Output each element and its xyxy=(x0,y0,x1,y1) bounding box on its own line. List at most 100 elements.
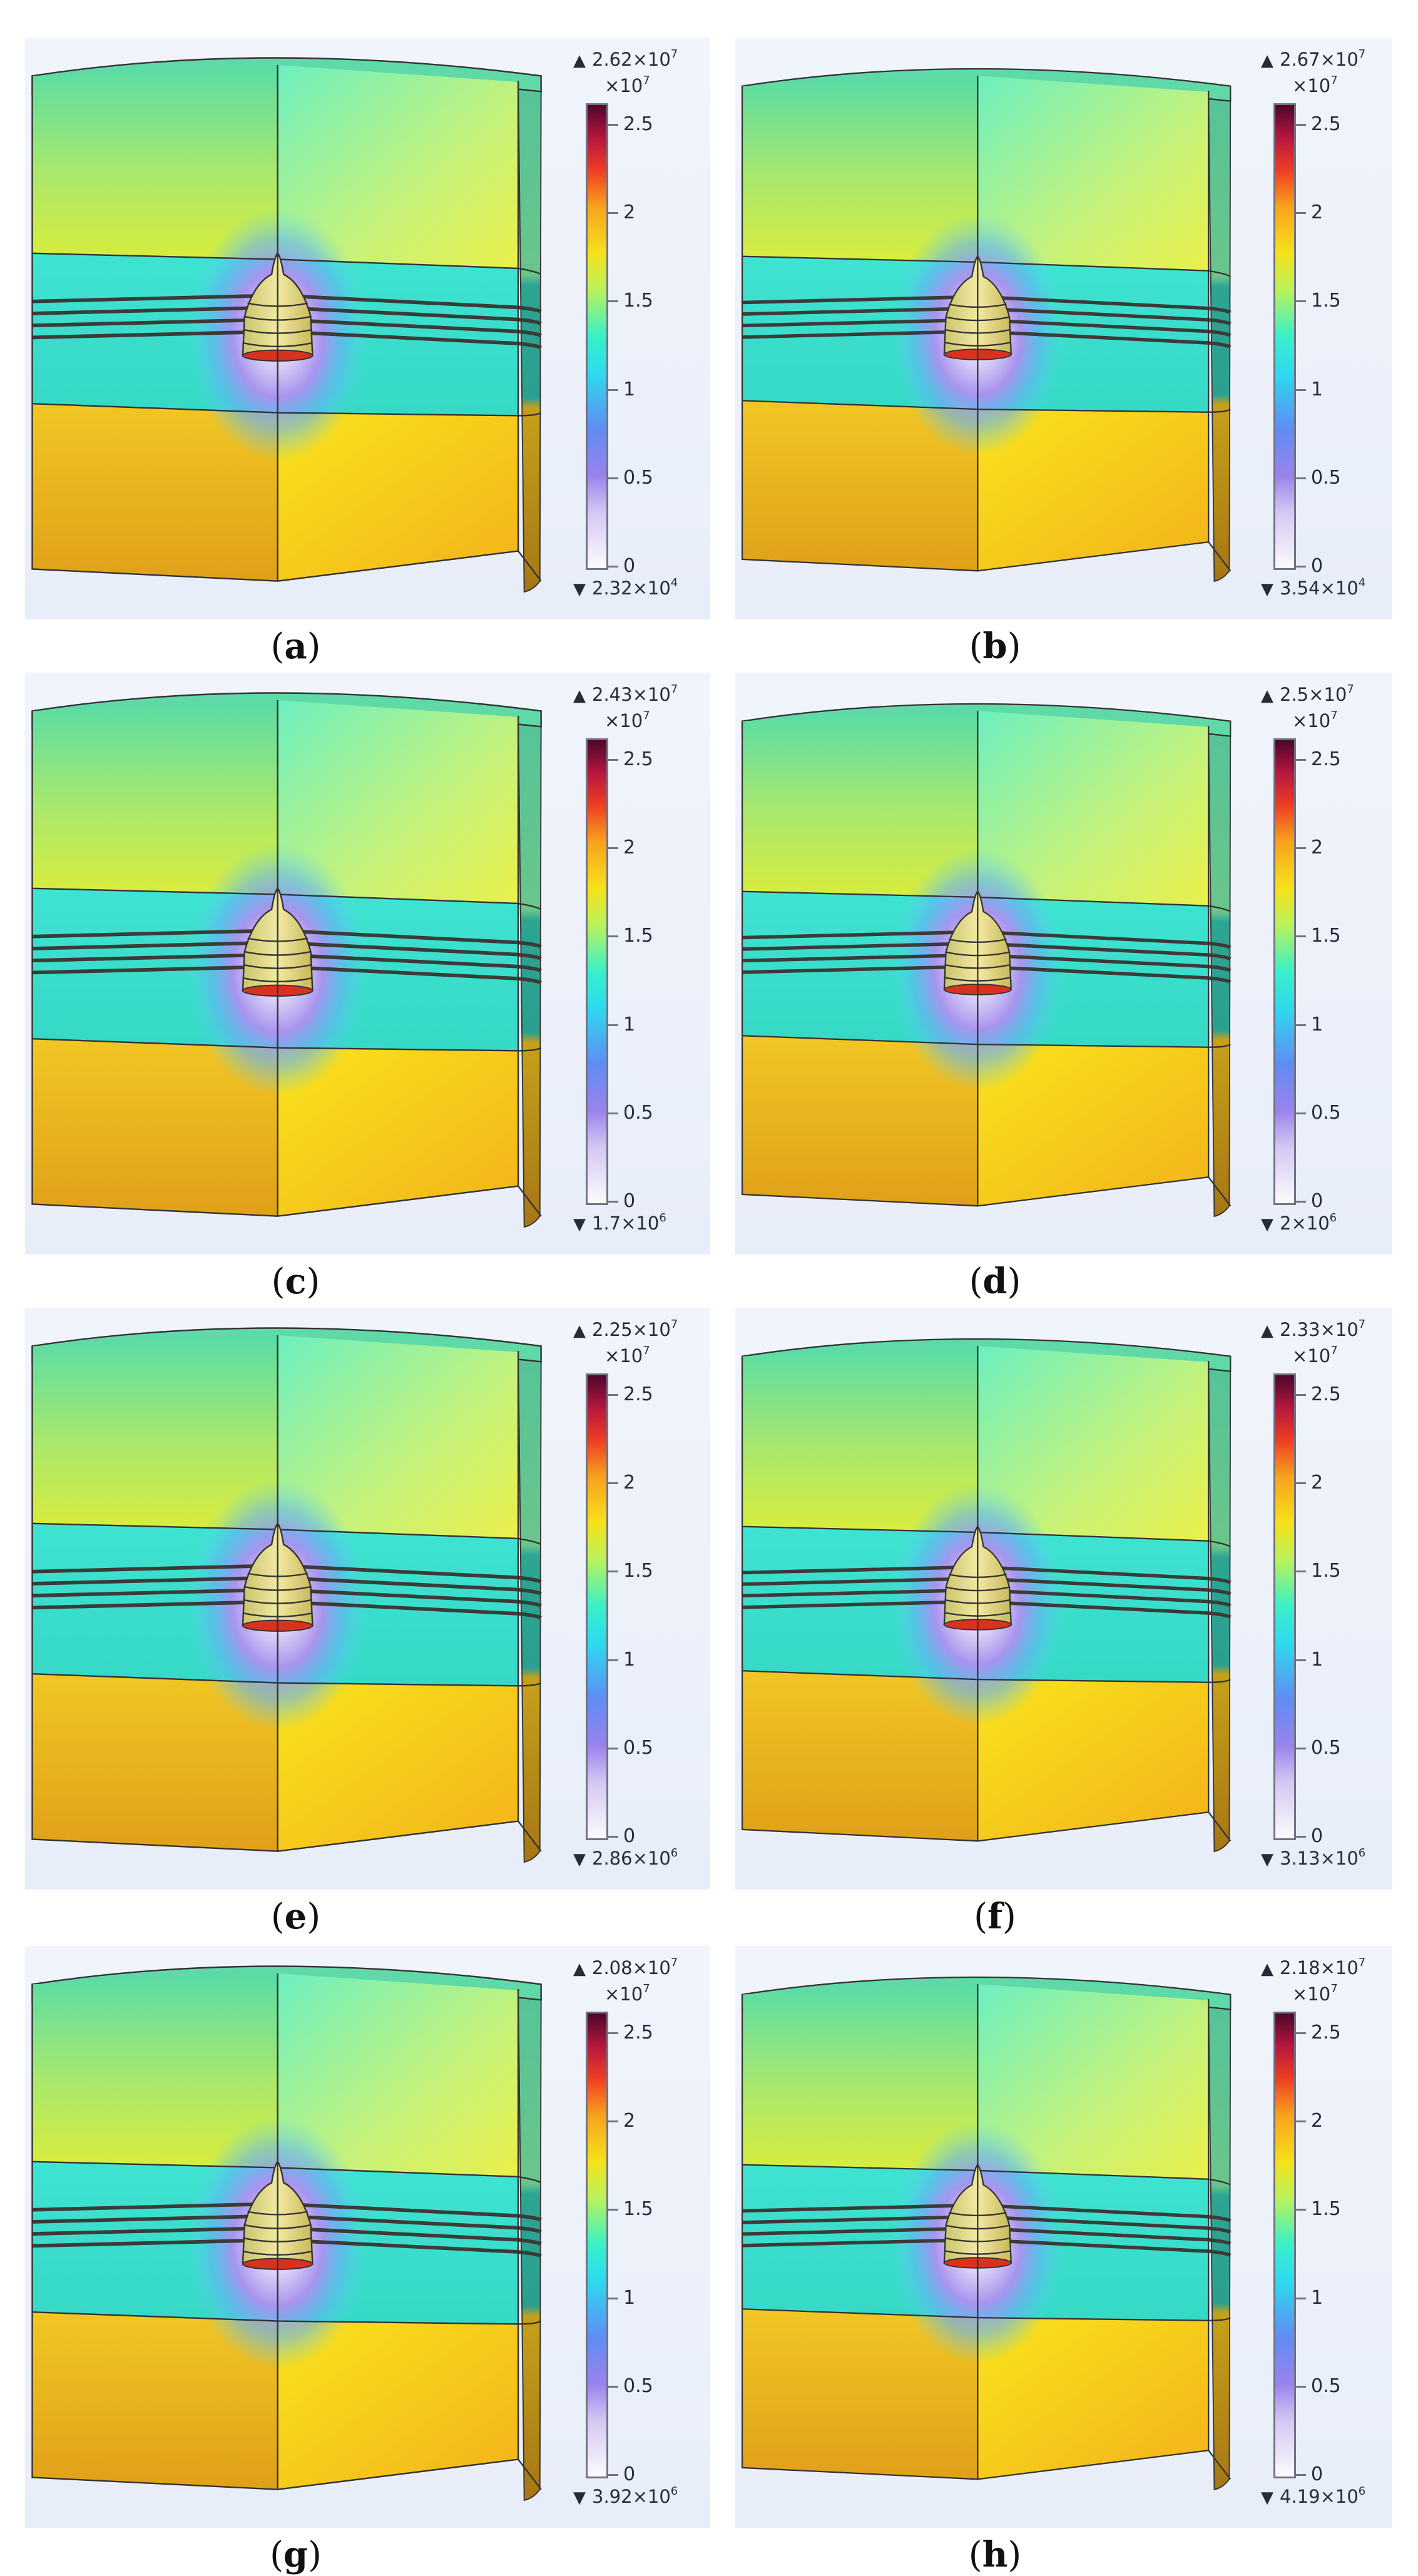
colorbar-tick-label: 0 xyxy=(623,2463,636,2485)
colorbar-tick xyxy=(608,566,618,568)
colorbar-tick-label: 0 xyxy=(1311,555,1324,577)
colorbar-tick xyxy=(608,1482,618,1485)
colorbar-tick xyxy=(608,477,618,479)
left-lower-layer xyxy=(742,400,978,571)
colorbar-tick xyxy=(608,123,618,126)
colorbar-tick-label: 2 xyxy=(623,1472,636,1494)
colorbar-tick-label: 2 xyxy=(623,201,636,224)
colorbar-exponent: ×107 xyxy=(1292,74,1338,97)
colorbar-tick-label: 2 xyxy=(1311,201,1324,224)
colorbar-tick xyxy=(1296,212,1306,215)
left-upper-layer xyxy=(742,711,978,897)
left-lower-layer xyxy=(32,404,278,581)
min-triangle-icon: ▼ xyxy=(1261,1850,1273,1869)
right-lower-layer xyxy=(977,1679,1209,1841)
colorbar: ▲ 2.33×107 ×107 2.5 2 1.5 1 0.5 0 ▼ 3.13×106 xyxy=(1261,1308,1392,1890)
right-upper-layer xyxy=(977,711,1209,906)
colorbar-exponent: ×107 xyxy=(604,709,650,732)
right-lower-layer xyxy=(977,409,1209,571)
figure-panel-a: ▲ 2.62×107 ×107 2.5 2 1.5 1 0.5 0 ▼ 2.32×104 xyxy=(25,38,710,619)
colorbar-tick-label: 0 xyxy=(1311,1825,1324,1847)
colorbar-exponent: ×107 xyxy=(1292,1982,1338,2005)
colorbar-tick-label: 2.5 xyxy=(623,1383,653,1405)
colorbar-tick xyxy=(1296,566,1306,568)
colorbar-tick xyxy=(1296,1201,1306,1203)
colorbar-tick xyxy=(608,935,618,938)
left-upper-layer xyxy=(32,1335,278,1530)
colorbar-exponent: ×107 xyxy=(1292,1344,1338,1367)
colorbar-min-value: ▼ 4.19×106 xyxy=(1261,2485,1366,2508)
colorbar-min-value: ▼ 3.92×106 xyxy=(573,2485,678,2508)
colorbar-tick-label: 2.5 xyxy=(1311,2021,1341,2044)
colorbar-scale xyxy=(586,103,608,570)
right-lower-layer xyxy=(277,2321,519,2490)
panel-caption-d: (d) xyxy=(969,1261,1021,1302)
colorbar-tick-label: 0.5 xyxy=(1311,1101,1341,1124)
colorbar-tick xyxy=(1296,123,1306,126)
colorbar-tick-label: 0 xyxy=(1311,2463,1324,2485)
colorbar-tick xyxy=(608,1024,618,1026)
colorbar-min-value: ▼ 3.54×104 xyxy=(1261,576,1366,599)
colorbar-tick xyxy=(608,2209,618,2211)
colorbar-tick xyxy=(1296,1659,1306,1661)
colorbar-tick xyxy=(1296,2474,1306,2476)
colorbar-exponent: ×107 xyxy=(1292,709,1338,732)
model-outline xyxy=(741,1994,1232,2480)
model-outline xyxy=(31,76,542,582)
colorbar-tick-label: 1 xyxy=(1311,378,1324,400)
colorbar-tick xyxy=(608,2297,618,2299)
colorbar: ▲ 2.08×107 ×107 2.5 2 1.5 1 0.5 0 ▼ 3.92×106 xyxy=(573,1946,710,2528)
colorbar-max-value: ▲ 2.25×107 xyxy=(573,1318,678,1341)
panel-caption-e: (e) xyxy=(270,1896,321,1937)
figure-panel-e: ▲ 2.25×107 ×107 2.5 2 1.5 1 0.5 0 ▼ 2.86×106 xyxy=(25,1308,710,1890)
max-triangle-icon: ▲ xyxy=(1261,1960,1273,1978)
stress-model-3d xyxy=(31,1327,542,1863)
panel-caption-f: (f) xyxy=(974,1896,1016,1937)
colorbar-tick xyxy=(1296,2385,1306,2388)
colorbar-tick xyxy=(608,2474,618,2476)
colorbar-tick-label: 1.5 xyxy=(623,1560,653,1582)
max-triangle-icon: ▲ xyxy=(1261,51,1273,70)
model-outline xyxy=(31,1984,542,2490)
colorbar-tick xyxy=(1296,1112,1306,1114)
model-outline xyxy=(741,721,1232,1207)
colorbar-tick xyxy=(608,1571,618,1573)
colorbar-min-value: ▼ 2.86×106 xyxy=(573,1846,678,1870)
colorbar-max-value: ▲ 2.33×107 xyxy=(1261,1318,1366,1341)
colorbar-tick-label: 0 xyxy=(623,1190,636,1212)
panel-caption-c: (c) xyxy=(271,1261,320,1302)
colorbar-tick-label: 0.5 xyxy=(623,466,653,489)
colorbar-tick xyxy=(608,2385,618,2388)
left-upper-layer xyxy=(32,65,278,260)
right-upper-layer xyxy=(977,1984,1209,2179)
min-triangle-icon: ▼ xyxy=(1261,1215,1273,1234)
model-outline xyxy=(741,86,1232,572)
left-lower-layer xyxy=(742,1036,978,1206)
colorbar-tick-label: 2.5 xyxy=(1311,1383,1341,1405)
colorbar-tick-label: 1 xyxy=(623,2286,636,2309)
colorbar-max-value: ▲ 2.62×107 xyxy=(573,48,678,71)
colorbar-min-value: ▼ 2×106 xyxy=(1261,1211,1337,1235)
min-triangle-icon: ▼ xyxy=(573,2488,586,2507)
colorbar-exponent: ×107 xyxy=(604,1344,650,1367)
colorbar-tick-label: 2 xyxy=(623,2110,636,2132)
colorbar-tick-label: 1.5 xyxy=(623,2198,653,2221)
colorbar-tick-label: 1 xyxy=(623,1013,636,1036)
max-triangle-icon: ▲ xyxy=(1261,1321,1273,1340)
colorbar-tick xyxy=(608,758,618,761)
left-upper-layer xyxy=(742,76,978,262)
colorbar-tick xyxy=(608,300,618,303)
colorbar-scale xyxy=(1273,738,1296,1205)
colorbar-scale xyxy=(586,1373,608,1840)
figure-panel-d: ▲ 2.5×107 ×107 2.5 2 1.5 1 0.5 0 ▼ 2×106 xyxy=(735,673,1392,1255)
max-triangle-icon: ▲ xyxy=(573,1321,586,1340)
colorbar-scale xyxy=(586,2012,608,2478)
colorbar: ▲ 2.67×107 ×107 2.5 2 1.5 1 0.5 0 ▼ 3.54×104 xyxy=(1261,38,1392,619)
colorbar-max-value: ▲ 2.67×107 xyxy=(1261,48,1366,71)
min-triangle-icon: ▼ xyxy=(1261,580,1273,599)
right-upper-layer xyxy=(277,65,519,268)
colorbar-tick xyxy=(1296,300,1306,303)
colorbar-tick-label: 0 xyxy=(1311,1190,1324,1212)
colorbar-max-value: ▲ 2.18×107 xyxy=(1261,1956,1366,1979)
colorbar-tick-label: 0.5 xyxy=(623,1101,653,1124)
